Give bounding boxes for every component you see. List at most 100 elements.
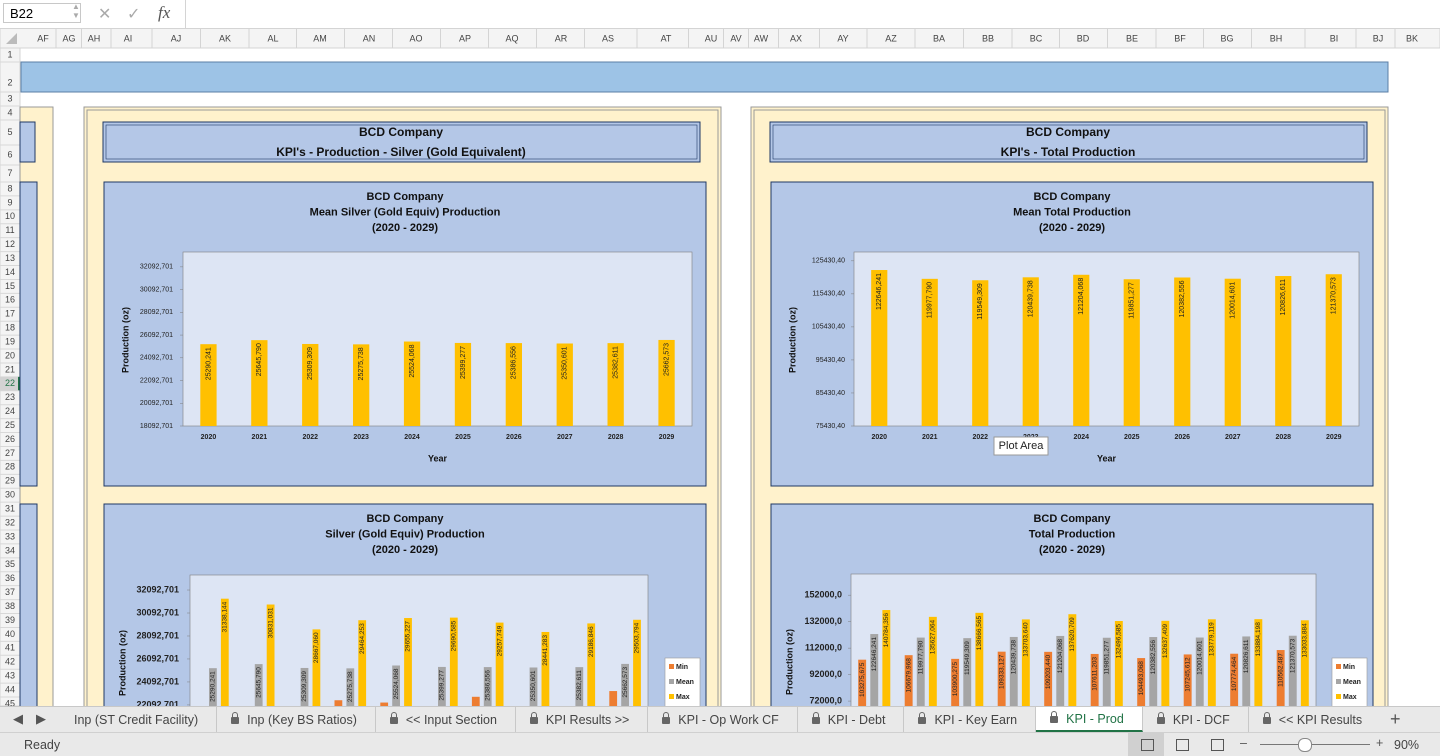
column-header: AW bbox=[754, 33, 769, 43]
x-axis-label: Year bbox=[1097, 453, 1117, 463]
bar bbox=[353, 344, 370, 426]
bar bbox=[1242, 636, 1251, 706]
y-tick-label: 20092,701 bbox=[140, 400, 173, 407]
tooltip bbox=[993, 436, 1049, 456]
sheet-tab[interactable]: KPI - Debt bbox=[798, 707, 905, 732]
bar bbox=[1137, 658, 1146, 706]
add-sheet[interactable]: + bbox=[1390, 709, 1401, 729]
data-label: 29690,585 bbox=[451, 620, 458, 651]
data-label: 120439,738 bbox=[1010, 640, 1017, 675]
legend-swatch bbox=[669, 679, 674, 684]
sheet-tab[interactable]: KPI Results >> bbox=[516, 707, 649, 732]
sheet-tab-bar: ◀ ▶ Inp (ST Credit Facility) Inp (Key BS … bbox=[0, 706, 1440, 732]
zoom-thumb[interactable] bbox=[1298, 738, 1312, 752]
y-tick-label: 18092,701 bbox=[140, 423, 173, 430]
panel-header bbox=[102, 121, 701, 163]
zoom-in[interactable]: + bbox=[1376, 736, 1384, 750]
cancel-button[interactable]: ✕ bbox=[98, 6, 112, 23]
x-tick-label: 2026 bbox=[506, 434, 522, 441]
name-box-dropdown[interactable]: ▲ ▼ bbox=[72, 2, 80, 20]
bar bbox=[858, 659, 867, 706]
zoom-level[interactable]: 90% bbox=[1394, 738, 1420, 752]
prev-sheet[interactable]: ◀ bbox=[13, 711, 23, 726]
sheet-tab[interactable]: Inp (Key BS Ratios) bbox=[217, 707, 376, 732]
x-tick-label: 2028 bbox=[1275, 434, 1291, 441]
insert-function[interactable]: fx bbox=[158, 3, 171, 22]
sheet-tab[interactable]: Inp (ST Credit Facility) bbox=[60, 707, 218, 732]
sheet-tab[interactable]: << Input Section bbox=[376, 707, 516, 732]
row-header: 41 bbox=[5, 643, 15, 653]
sheet-tab[interactable]: KPI - DCF bbox=[1143, 707, 1249, 732]
chart-title: Mean Silver (Gold Equiv) Production bbox=[310, 207, 501, 219]
column-header: BE bbox=[1126, 33, 1138, 43]
next-sheet[interactable]: ▶ bbox=[36, 711, 46, 726]
data-label: 25524,068 bbox=[409, 344, 416, 377]
bar bbox=[587, 623, 596, 706]
row-header: 34 bbox=[5, 545, 15, 555]
data-label: 121204,068 bbox=[1057, 639, 1064, 674]
bar bbox=[575, 667, 584, 706]
column-header: AX bbox=[790, 33, 802, 43]
data-label: 120382,556 bbox=[1150, 640, 1157, 675]
legend-label: Min bbox=[1343, 664, 1355, 671]
row-header: 16 bbox=[5, 295, 15, 305]
select-all bbox=[6, 33, 17, 44]
row-header: 31 bbox=[5, 503, 15, 513]
data-label: 119549,309 bbox=[964, 641, 971, 675]
sheet-tab[interactable]: KPI - Op Work CF bbox=[648, 707, 798, 732]
lock-icon bbox=[918, 712, 927, 724]
normal-view[interactable] bbox=[1128, 733, 1164, 756]
zoom-slider[interactable] bbox=[1260, 744, 1370, 745]
bar bbox=[449, 617, 458, 706]
data-label: 120014,601 bbox=[1196, 640, 1203, 675]
panel-company: BCD Company bbox=[359, 125, 443, 139]
bar bbox=[209, 668, 217, 706]
sheet-tab-label: KPI - Prod bbox=[1066, 711, 1124, 726]
bar bbox=[1056, 635, 1065, 706]
page-break-view[interactable] bbox=[1211, 739, 1224, 751]
data-label: 107774,464 bbox=[1231, 656, 1238, 691]
data-label: 25386,556 bbox=[484, 670, 491, 701]
lock-icon bbox=[389, 712, 398, 724]
y-tick-label: 30092,701 bbox=[140, 286, 173, 293]
column-header: AR bbox=[555, 33, 568, 43]
data-label: 29186,846 bbox=[588, 626, 595, 657]
data-label: 137620,709 bbox=[1069, 617, 1076, 652]
lock-icon bbox=[1156, 712, 1165, 724]
x-tick-label: 2025 bbox=[455, 434, 471, 441]
y-tick-label: 28092,701 bbox=[140, 309, 173, 316]
data-label: 25290,241 bbox=[210, 671, 217, 702]
y-axis-label: Production (oz) bbox=[117, 630, 127, 696]
bar bbox=[454, 342, 472, 426]
panel-header-inner bbox=[105, 124, 698, 160]
chart-title: BCD Company bbox=[1033, 191, 1111, 203]
data-label: 31338,144 bbox=[222, 601, 229, 632]
selected-row-header bbox=[0, 376, 20, 391]
data-label: 30831,031 bbox=[267, 607, 274, 638]
sheet-tab[interactable]: KPI - Key Earn bbox=[904, 707, 1037, 732]
data-label: 28667,060 bbox=[313, 632, 320, 663]
row-header: 10 bbox=[5, 211, 15, 221]
row-header: 38 bbox=[5, 601, 15, 611]
enter-button[interactable]: ✓ bbox=[127, 6, 141, 23]
column-header: AT bbox=[661, 33, 672, 43]
sheet-tab[interactable]: KPI - Prod bbox=[1036, 707, 1143, 732]
sheet-tab[interactable]: << KPI Results bbox=[1249, 707, 1380, 732]
bar bbox=[1068, 614, 1077, 706]
column-header: AS bbox=[602, 33, 614, 43]
bar bbox=[404, 618, 412, 706]
legend-swatch bbox=[1336, 664, 1341, 669]
row-header: 27 bbox=[5, 448, 15, 458]
bar bbox=[882, 610, 891, 706]
data-label: 138666,565 bbox=[976, 615, 983, 650]
chart-title: (2020 - 2029) bbox=[372, 222, 438, 234]
bar bbox=[346, 668, 355, 706]
zoom-out[interactable]: – bbox=[1240, 736, 1247, 750]
bar bbox=[1022, 277, 1039, 426]
bar bbox=[1224, 278, 1241, 426]
bar bbox=[633, 619, 641, 706]
y-tick-label: 115430,40 bbox=[812, 291, 845, 298]
name-box[interactable]: B22 bbox=[3, 3, 81, 23]
bar bbox=[312, 629, 321, 706]
page-layout-view[interactable] bbox=[1176, 739, 1189, 751]
